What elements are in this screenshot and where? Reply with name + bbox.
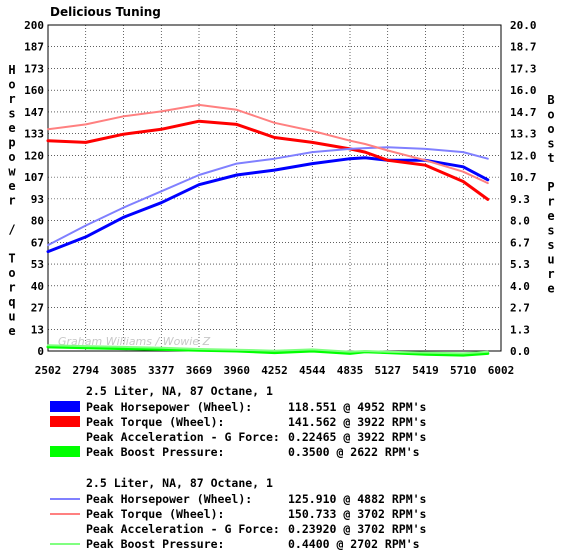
legend-label: Peak Acceleration - G Force: — [86, 522, 280, 536]
legend-row: Peak Acceleration - G Force: 0.23920 @ 3… — [0, 522, 564, 536]
legend-value: 0.3500 @ 2622 RPM's — [288, 445, 420, 459]
legend-row: Peak Boost Pressure: 0.4400 @ 2702 RPM's — [0, 537, 564, 551]
legend-swatch — [50, 513, 80, 515]
x-tick-label: 4835 — [337, 364, 364, 377]
x-tick-label: 4544 — [299, 364, 326, 377]
legend-label: Peak Torque (Wheel): — [86, 507, 225, 521]
legend-label: Peak Horsepower (Wheel): — [86, 492, 253, 506]
legend-label: Peak Torque (Wheel): — [86, 415, 225, 429]
right-tick-label: 10.7 — [510, 171, 537, 184]
right-tick-label: 20.0 — [510, 19, 537, 32]
legend-swatch — [50, 498, 80, 500]
right-tick-label: 6.7 — [510, 236, 530, 249]
left-tick-label: 93 — [31, 193, 44, 206]
chart-title: Delicious Tuning — [50, 5, 161, 19]
legend-row: Peak Acceleration - G Force: 0.22465 @ 3… — [0, 430, 564, 444]
left-tick-label: 200 — [24, 19, 44, 32]
right-tick-label: 17.3 — [510, 62, 537, 75]
left-tick-label: 120 — [24, 149, 44, 162]
right-tick-label: 16.0 — [510, 84, 537, 97]
legend-label: Peak Boost Pressure: — [86, 445, 225, 459]
legend-group-run-2: 2.5 Liter, NA, 87 Octane, 1 Peak Horsepo… — [0, 476, 564, 558]
left-tick-label: 147 — [24, 106, 44, 119]
right-tick-label: 13.3 — [510, 128, 537, 141]
left-tick-label: 67 — [31, 236, 44, 249]
watermark: Graham Williams / Wowie Z — [58, 335, 211, 348]
legend: 2.5 Liter, NA, 87 Octane, 1 Peak Horsepo… — [0, 384, 564, 558]
x-tick-label: 3960 — [224, 364, 251, 377]
series-line — [47, 146, 489, 247]
legend-row: Peak Torque (Wheel): 150.733 @ 3702 RPM'… — [0, 507, 564, 521]
left-tick-label: 13 — [31, 323, 44, 336]
left-tick-label: 53 — [31, 258, 44, 271]
grid-lines — [48, 25, 501, 351]
legend-swatch — [50, 446, 80, 457]
series-line — [46, 156, 490, 254]
right-tick-label: 2.7 — [510, 302, 530, 315]
left-tick-label: 0 — [37, 345, 44, 358]
left-tick-label: 187 — [24, 41, 44, 54]
series-lines — [46, 103, 490, 357]
legend-row: Peak Torque (Wheel): 141.562 @ 3922 RPM'… — [0, 415, 564, 429]
legend-label: Peak Acceleration - G Force: — [86, 430, 280, 444]
x-tick-label: 5419 — [412, 364, 439, 377]
left-tick-label: 27 — [31, 302, 44, 315]
legend-label: Peak Boost Pressure: — [86, 537, 225, 551]
right-axis-ticks: 0.0 1.3 2.7 4.0 5.3 6.7 8.0 9.3 10.7 12.0 13.3 14.7… — [510, 19, 537, 358]
right-tick-label: 8.0 — [510, 215, 530, 228]
x-tick-label: 6002 — [488, 364, 515, 377]
x-tick-label: 2794 — [73, 364, 100, 377]
x-tick-label: 3377 — [148, 364, 175, 377]
left-tick-label: 160 — [24, 84, 44, 97]
right-tick-label: 12.0 — [510, 149, 537, 162]
legend-group-title: 2.5 Liter, NA, 87 Octane, 1 — [86, 384, 273, 398]
legend-row: Peak Horsepower (Wheel): 125.910 @ 4882 … — [0, 492, 564, 506]
legend-swatch — [50, 416, 80, 427]
left-tick-label: 133 — [24, 128, 44, 141]
right-tick-label: 14.7 — [510, 106, 537, 119]
legend-value: 0.23920 @ 3702 RPM's — [288, 522, 427, 536]
legend-value: 141.562 @ 3922 RPM's — [288, 415, 427, 429]
right-tick-label: 0.0 — [510, 345, 530, 358]
right-tick-label: 9.3 — [510, 193, 530, 206]
series-line — [46, 119, 490, 201]
x-tick-label: 2502 — [35, 364, 62, 377]
right-tick-label: 5.3 — [510, 258, 530, 271]
x-tick-label: 5127 — [375, 364, 402, 377]
left-tick-label: 40 — [31, 280, 44, 293]
dyno-chart: Delicious Tuning Graham Williams / Wowie… — [8, 5, 554, 377]
x-tick-label: 3669 — [186, 364, 213, 377]
legend-value: 0.22465 @ 3922 RPM's — [288, 430, 427, 444]
legend-swatch — [50, 543, 80, 545]
left-tick-label: 107 — [24, 171, 44, 184]
legend-row: Peak Boost Pressure: 0.3500 @ 2622 RPM's — [0, 445, 564, 459]
legend-group-run-1: 2.5 Liter, NA, 87 Octane, 1 Peak Horsepo… — [0, 384, 564, 466]
legend-row: Peak Horsepower (Wheel): 118.551 @ 4952 … — [0, 400, 564, 414]
right-tick-label: 1.3 — [510, 323, 530, 336]
left-tick-label: 80 — [31, 215, 44, 228]
series-line — [47, 103, 489, 185]
x-tick-label: 3085 — [110, 364, 137, 377]
legend-group-title: 2.5 Liter, NA, 87 Octane, 1 — [86, 476, 273, 490]
legend-swatch — [50, 401, 80, 412]
left-tick-label: 173 — [24, 62, 44, 75]
legend-value: 125.910 @ 4882 RPM's — [288, 492, 427, 506]
right-tick-label: 4.0 — [510, 280, 530, 293]
x-tick-label: 4252 — [261, 364, 288, 377]
right-tick-label: 18.7 — [510, 41, 537, 54]
x-axis-ticks: 2502 2794 3085 3377 3669 3960 4252 4544 4835 5127… — [35, 364, 515, 377]
series-line — [46, 345, 490, 357]
legend-value: 118.551 @ 4952 RPM's — [288, 400, 427, 414]
legend-value: 150.733 @ 3702 RPM's — [288, 507, 427, 521]
x-tick-label: 5710 — [450, 364, 477, 377]
legend-label: Peak Horsepower (Wheel): — [86, 400, 253, 414]
left-axis-ticks: 0 13 27 40 53 67 80 93 107 120 133 147 160 173 187 200 — [24, 19, 44, 358]
legend-value: 0.4400 @ 2702 RPM's — [288, 537, 420, 551]
series-line — [47, 344, 489, 355]
